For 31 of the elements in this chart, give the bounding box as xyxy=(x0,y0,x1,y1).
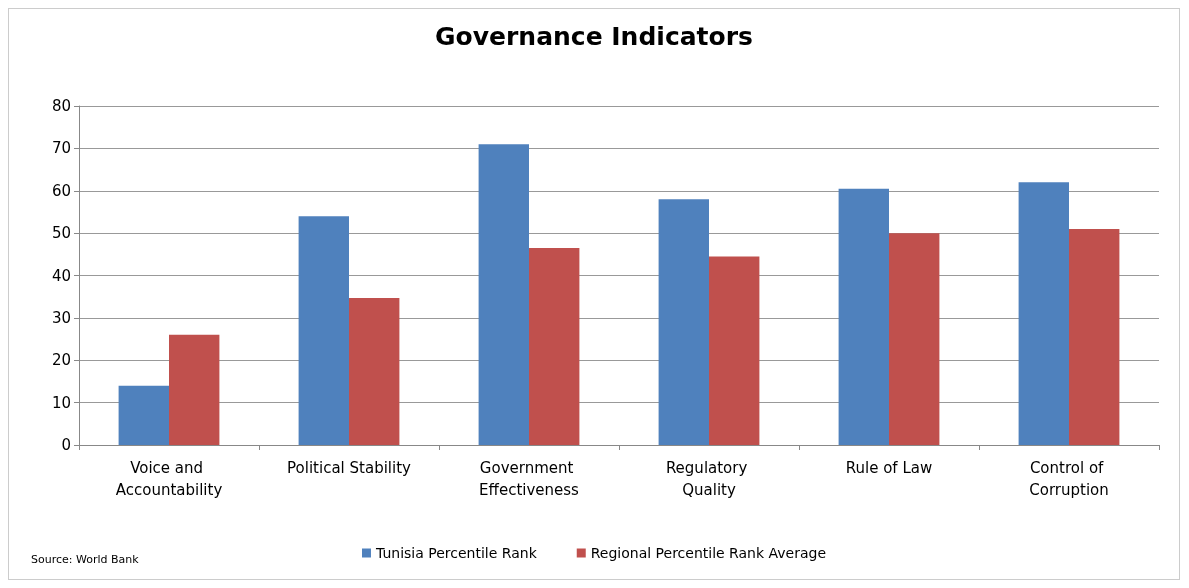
y-tick-label: 10 xyxy=(51,393,71,412)
x-tick-label: Government Effectiveness xyxy=(479,459,580,499)
bar xyxy=(658,199,709,445)
y-tick-label: 40 xyxy=(51,266,71,285)
y-tick-label: 70 xyxy=(51,139,71,158)
bar xyxy=(298,216,349,445)
x-tick-label: Regulatory Quality xyxy=(665,459,753,499)
x-tick-label: Control of Corruption xyxy=(1029,459,1109,499)
bar xyxy=(349,297,400,445)
bar xyxy=(478,144,529,445)
source-note: Source: World Bank xyxy=(31,553,140,566)
y-tick-label: 30 xyxy=(51,308,71,327)
y-tick-label: 60 xyxy=(51,181,71,200)
bar xyxy=(838,188,889,445)
legend-label: Tunisia Percentile Rank xyxy=(374,545,538,561)
bar xyxy=(529,247,580,445)
bar xyxy=(169,334,220,445)
bar xyxy=(1018,182,1069,445)
x-tick-label: Rule of Law xyxy=(845,459,933,477)
bar xyxy=(118,385,169,445)
y-tick-label: 80 xyxy=(51,97,71,115)
bar xyxy=(709,256,760,445)
x-tick-label: Political Stability xyxy=(287,459,412,477)
chart-title: Governance Indicators xyxy=(435,22,753,51)
y-tick-label: 50 xyxy=(51,224,71,243)
bar xyxy=(1069,228,1120,445)
y-tick-label: 20 xyxy=(51,351,71,370)
x-tick-label: Voice and Accountability xyxy=(115,459,223,499)
bar xyxy=(889,233,940,445)
legend-label: Regional Percentile Rank Average xyxy=(590,545,827,561)
y-tick-label: 0 xyxy=(61,436,71,454)
